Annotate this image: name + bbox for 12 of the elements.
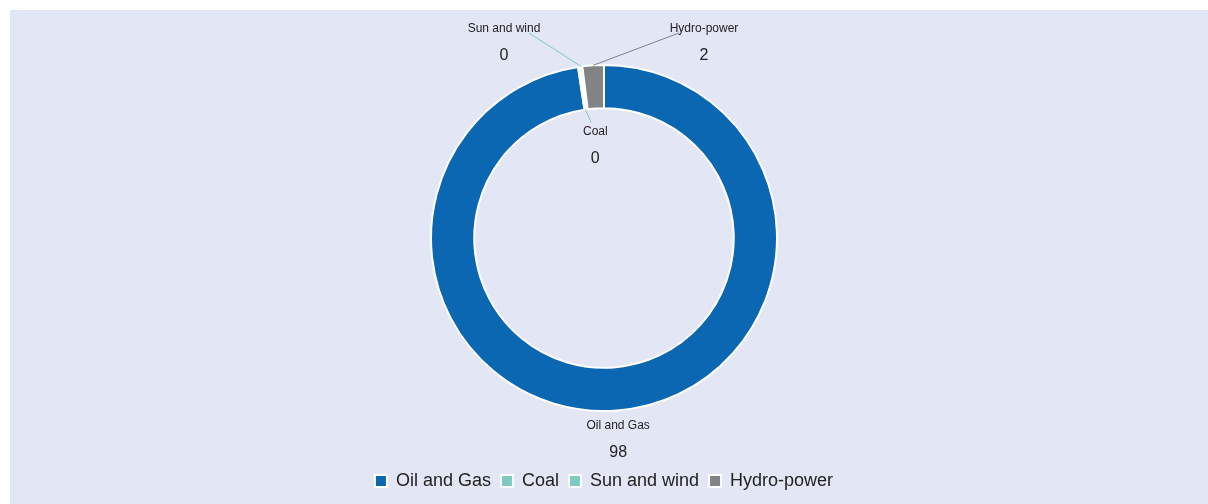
legend-label: Hydro-power: [730, 469, 834, 490]
legend-label: Sun and wind: [589, 469, 700, 490]
data-label: 0: [499, 46, 509, 64]
slice-label: Oil and Gas: [586, 417, 650, 432]
slice-label: Hydro-power: [669, 21, 739, 36]
data-label: 98: [609, 442, 628, 460]
slice-label: Coal: [582, 123, 608, 138]
data-label: 0: [590, 149, 600, 167]
slice-label: Sun and wind: [467, 21, 541, 36]
legend-label: Oil and Gas: [395, 469, 491, 490]
legend-label: Coal: [521, 469, 559, 490]
data-label: 2: [699, 46, 709, 64]
